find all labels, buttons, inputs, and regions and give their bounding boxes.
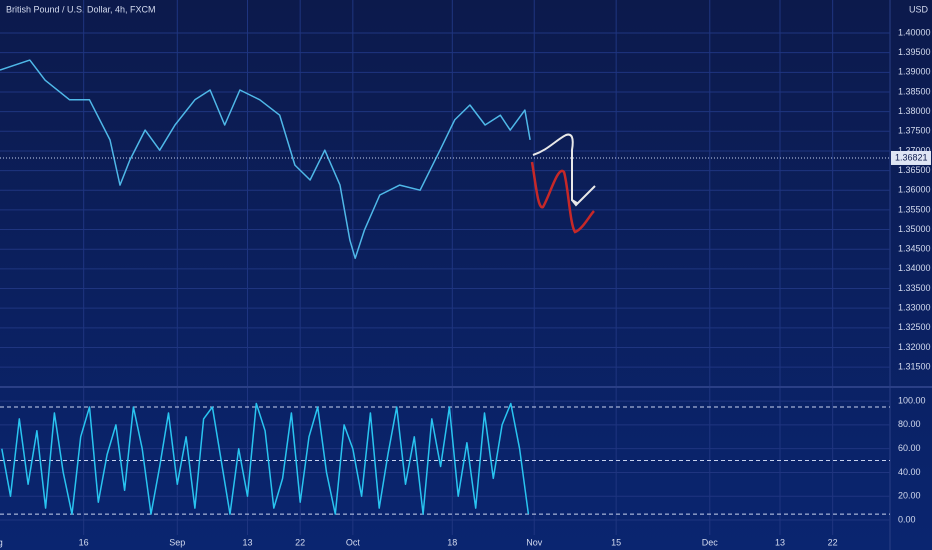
drawings (530, 133, 596, 234)
y-tick-label: 1.38000 (898, 106, 931, 116)
y-tick-label: 1.32500 (898, 322, 931, 332)
y-tick-label: 40.00 (898, 467, 921, 477)
y-tick-label: 1.34000 (898, 263, 931, 273)
y-tick-label: 1.40000 (898, 27, 931, 37)
y-tick-label: 1.32000 (898, 342, 931, 352)
y-tick-label: 1.39000 (898, 67, 931, 77)
y-tick-label: 60.00 (898, 443, 921, 453)
y-tick-label: 1.31500 (898, 362, 931, 372)
y-tick-label: 1.37500 (898, 126, 931, 136)
x-tick-label: Aug (0, 537, 3, 547)
y-tick-label: 1.33500 (898, 283, 931, 293)
x-tick-label: Sep (169, 537, 185, 547)
y-tick-label: 1.37000 (898, 145, 931, 155)
y-tick-label: 1.36500 (898, 165, 931, 175)
y-tick-label: 1.35500 (898, 204, 931, 214)
pane (0, 388, 890, 535)
x-tick-label: Oct (346, 537, 361, 547)
x-tick-label: 13 (775, 537, 785, 547)
x-tick-label: 16 (79, 537, 89, 547)
y-tick-label: 1.35000 (898, 224, 931, 234)
y-tick-label: 1.36000 (898, 185, 931, 195)
y-unit: USD (909, 4, 929, 14)
x-tick-label: 22 (828, 537, 838, 547)
x-tick-label: Dec (702, 537, 719, 547)
y-tick-label: 20.00 (898, 491, 921, 501)
y-tick-label: 1.34500 (898, 244, 931, 254)
y-tick-label: 80.00 (898, 419, 921, 429)
x-tick-label: 15 (611, 537, 621, 547)
pane (0, 0, 890, 386)
chart-title: British Pound / U.S. Dollar, 4h, FXCM (6, 4, 156, 14)
drawn-path (532, 133, 578, 204)
drawn-path (530, 161, 595, 234)
y-tick-label: 100.00 (898, 395, 926, 405)
y-tick-label: 1.39500 (898, 47, 931, 57)
y-tick-label: 1.38500 (898, 86, 931, 96)
x-tick-label: 18 (447, 537, 457, 547)
drawn-path (571, 185, 596, 207)
y-tick-label: 0.00 (898, 514, 916, 524)
x-tick-label: 13 (243, 537, 253, 547)
series-line (0, 59, 531, 260)
last-price-label: 1.36821 (895, 152, 928, 162)
x-tick-label: 22 (295, 537, 305, 547)
series-line (1, 402, 530, 515)
last-price-box (891, 150, 931, 165)
y-tick-label: 1.33000 (898, 303, 931, 313)
x-tick-label: Nov (526, 537, 543, 547)
